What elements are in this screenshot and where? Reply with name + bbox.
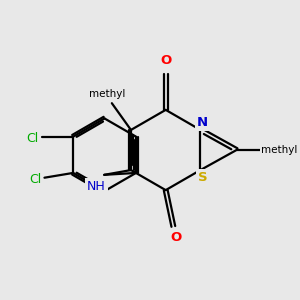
Text: N: N	[197, 116, 208, 129]
Text: S: S	[197, 171, 207, 184]
Text: O: O	[160, 54, 171, 67]
Text: Cl: Cl	[26, 132, 38, 145]
Text: NH: NH	[87, 180, 106, 193]
Text: methyl: methyl	[261, 145, 298, 155]
Text: methyl: methyl	[89, 88, 125, 99]
Text: O: O	[171, 231, 182, 244]
Text: Cl: Cl	[29, 173, 41, 186]
